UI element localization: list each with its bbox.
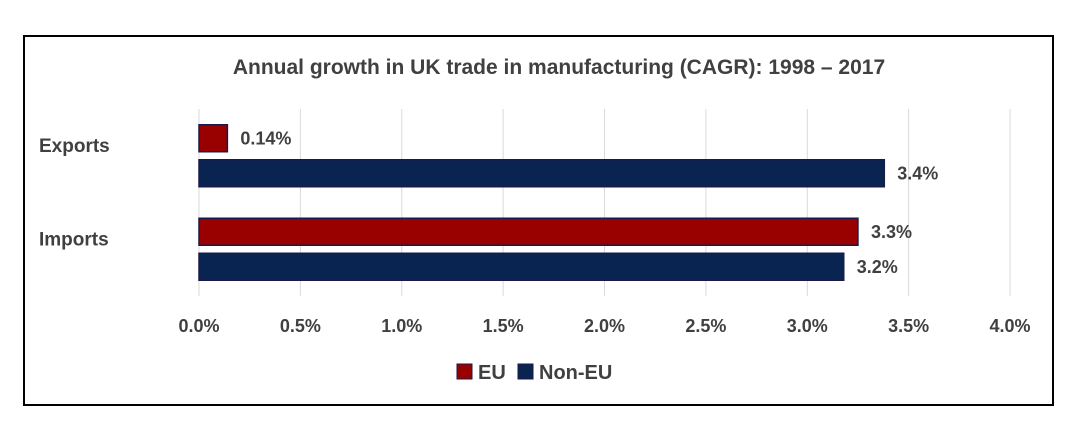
legend: EU Non-EU — [456, 362, 612, 384]
bar — [198, 159, 886, 188]
bars — [198, 124, 886, 281]
legend-label: EU — [478, 362, 506, 384]
data-label: 3.2% — [857, 257, 898, 277]
category-label: Exports — [39, 136, 110, 157]
x-tick-label: 2.0% — [584, 316, 625, 336]
data-labels: 0.14% 3.4% 3.3% 3.2% — [240, 128, 938, 277]
x-tick-labels: 0.0% 0.5% 1.0% 1.5% 2.0% 2.5% 3.0% 3.5% 4.0% — [178, 316, 1030, 336]
category-label: Imports — [39, 229, 109, 250]
chart-title: Annual growth in UK trade in manufacturi… — [232, 56, 886, 79]
x-tick-label: 1.5% — [483, 316, 524, 336]
x-tick-label: 2.5% — [685, 316, 726, 336]
x-tick-label: 0.0% — [178, 316, 219, 336]
x-tick-label: 1.0% — [381, 316, 422, 336]
x-tick-label: 3.5% — [888, 316, 929, 336]
data-label: 3.4% — [897, 163, 938, 183]
legend-swatch — [456, 363, 473, 380]
data-label: 3.3% — [871, 222, 912, 242]
data-label: 0.14% — [240, 128, 291, 148]
bar — [198, 252, 845, 281]
bar — [198, 217, 859, 246]
legend-label: Non-EU — [539, 362, 612, 384]
category-labels: Exports Imports — [39, 136, 110, 251]
x-tick-label: 0.5% — [280, 316, 321, 336]
bar — [198, 124, 229, 153]
x-tick-label: 3.0% — [787, 316, 828, 336]
legend-swatch — [517, 363, 534, 380]
x-tick-label: 4.0% — [989, 316, 1030, 336]
